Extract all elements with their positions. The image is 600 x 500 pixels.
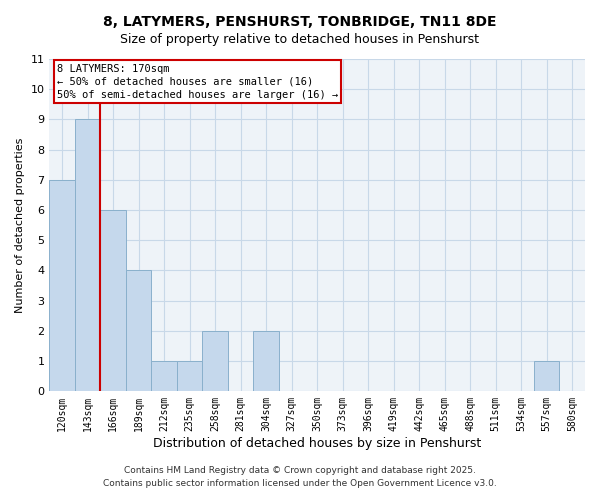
Title: 8, LATYMERS, PENSHURST, TONBRIDGE, TN11 8DE
Size of property relative to detache: 8, LATYMERS, PENSHURST, TONBRIDGE, TN11 … — [0, 499, 1, 500]
Y-axis label: Number of detached properties: Number of detached properties — [15, 138, 25, 313]
Bar — [202, 331, 228, 392]
Text: Size of property relative to detached houses in Penshurst: Size of property relative to detached ho… — [121, 32, 479, 46]
Text: 8, LATYMERS, PENSHURST, TONBRIDGE, TN11 8DE: 8, LATYMERS, PENSHURST, TONBRIDGE, TN11 … — [103, 15, 497, 29]
Bar — [253, 331, 279, 392]
Bar — [49, 180, 75, 392]
Bar — [75, 120, 100, 392]
Bar — [151, 361, 177, 392]
Text: Contains HM Land Registry data © Crown copyright and database right 2025.
Contai: Contains HM Land Registry data © Crown c… — [103, 466, 497, 487]
Bar — [177, 361, 202, 392]
Bar — [126, 270, 151, 392]
Bar — [100, 210, 126, 392]
X-axis label: Distribution of detached houses by size in Penshurst: Distribution of detached houses by size … — [153, 437, 481, 450]
Bar — [534, 361, 559, 392]
Text: 8 LATYMERS: 170sqm
← 50% of detached houses are smaller (16)
50% of semi-detache: 8 LATYMERS: 170sqm ← 50% of detached hou… — [57, 64, 338, 100]
